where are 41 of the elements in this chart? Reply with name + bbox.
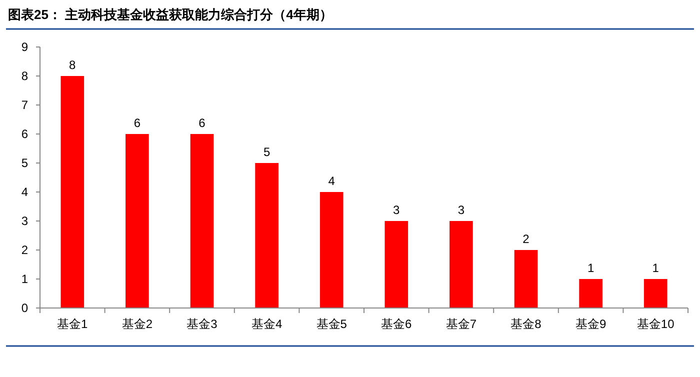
bar	[60, 76, 84, 308]
data-label: 6	[134, 116, 141, 130]
x-tick-label: 基金2	[122, 317, 153, 331]
y-tick-label: 5	[21, 156, 28, 170]
data-label: 8	[69, 58, 76, 72]
x-tick-label: 基金10	[636, 317, 675, 331]
data-label: 3	[393, 203, 400, 217]
y-tick-label: 6	[21, 127, 28, 142]
data-label: 1	[652, 261, 660, 275]
y-tick-label: 7	[21, 98, 28, 112]
bar	[514, 250, 538, 308]
x-tick-label: 基金3	[186, 317, 218, 331]
data-label: 3	[458, 203, 465, 217]
x-tick-label: 基金8	[510, 317, 542, 331]
data-label: 1	[587, 261, 594, 275]
y-tick-label: 0	[21, 301, 28, 316]
data-label: 2	[522, 232, 530, 246]
bar	[190, 134, 214, 308]
bar	[450, 221, 473, 308]
bar	[126, 134, 149, 308]
y-tick-label: 2	[21, 243, 28, 258]
data-label: 4	[328, 174, 336, 188]
x-tick-label: 基金4	[251, 317, 282, 331]
x-tick-label: 基金9	[575, 317, 606, 331]
x-tick-label: 基金1	[57, 317, 88, 331]
bar	[255, 163, 278, 308]
bar	[644, 279, 668, 308]
y-tick-label: 9	[21, 40, 28, 54]
data-label: 6	[198, 116, 206, 130]
bar	[320, 192, 344, 308]
y-tick-label: 4	[21, 185, 28, 200]
x-tick-label: 基金7	[446, 317, 477, 331]
y-tick-label: 8	[21, 69, 28, 84]
bar	[384, 221, 408, 308]
chart-title: 图表25： 主动科技基金收益获取能力综合打分（4年期）	[8, 7, 332, 22]
x-tick-label: 基金5	[316, 317, 348, 331]
bar	[579, 279, 602, 308]
x-tick-label: 基金6	[381, 317, 412, 331]
y-tick-label: 3	[21, 214, 28, 228]
y-tick-label: 1	[21, 272, 28, 286]
data-label: 5	[263, 145, 270, 159]
